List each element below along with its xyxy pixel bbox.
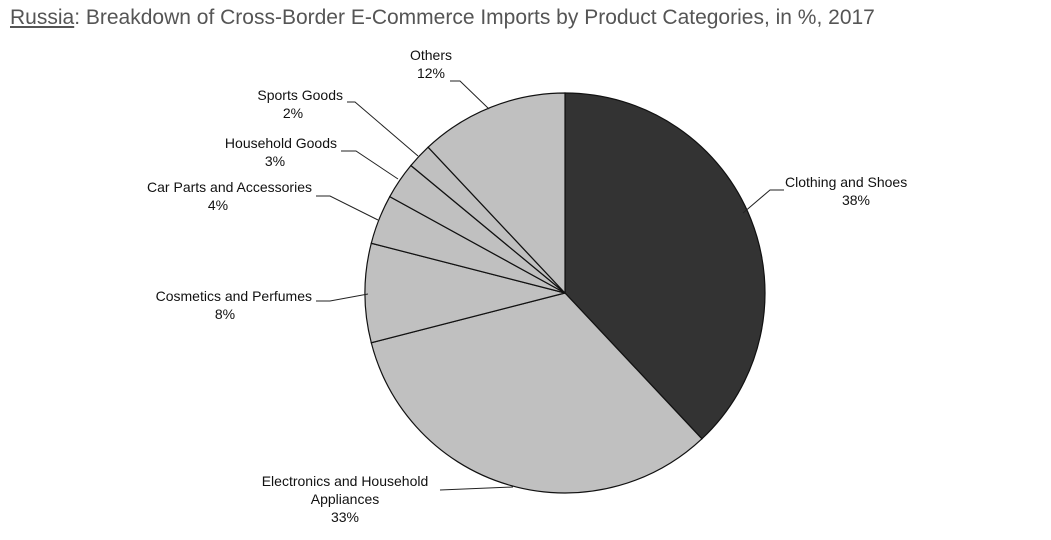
pie-slice-electronics-and-household-appliances [370, 292, 703, 494]
slice-label-car-parts-and-accessories: Car Parts and Accessories [147, 179, 312, 195]
pie-slice-cosmetics-and-perfumes [364, 242, 566, 344]
leader-line-others [450, 80, 490, 110]
slice-value-clothing-and-shoes: 38% [842, 192, 870, 208]
slice-label-others: Others [410, 47, 452, 63]
slice-label-cosmetics-and-perfumes: Cosmetics and Perfumes [156, 288, 312, 304]
chart-title-country: Russia [10, 6, 75, 29]
pie-slice-clothing-and-shoes [564, 92, 766, 440]
slice-label-household-goods: Household Goods [225, 135, 337, 151]
slice-label-clothing-and-shoes: Clothing and Shoes [785, 174, 907, 190]
leader-line-clothing-and-shoes [742, 189, 784, 214]
chart-title: Russia: Breakdown of Cross-Border E-Comm… [10, 6, 875, 30]
leader-line-car-parts-and-accessories [316, 195, 379, 221]
slice-label-sports-goods: Sports Goods [257, 87, 343, 103]
slice-value-cosmetics-and-perfumes: 8% [215, 306, 235, 322]
slice-label-electronics-and-household-appliances: Electronics and Household Appliances [262, 473, 429, 507]
chart-title-text: : Breakdown of Cross-Border E-Commerce I… [74, 6, 875, 29]
pie-slice-others [427, 92, 566, 295]
leader-line-sports-goods [347, 101, 419, 157]
slice-value-sports-goods: 2% [283, 105, 303, 121]
slice-value-car-parts-and-accessories: 4% [208, 197, 228, 213]
leader-line-electronics-and-household-appliances [439, 486, 514, 491]
leader-line-household-goods [341, 150, 399, 180]
slice-value-household-goods: 3% [265, 153, 285, 169]
leader-line-cosmetics-and-perfumes [316, 293, 369, 302]
slice-value-others: 12% [417, 65, 445, 81]
slice-value-electronics-and-household-appliances: 33% [331, 509, 359, 525]
